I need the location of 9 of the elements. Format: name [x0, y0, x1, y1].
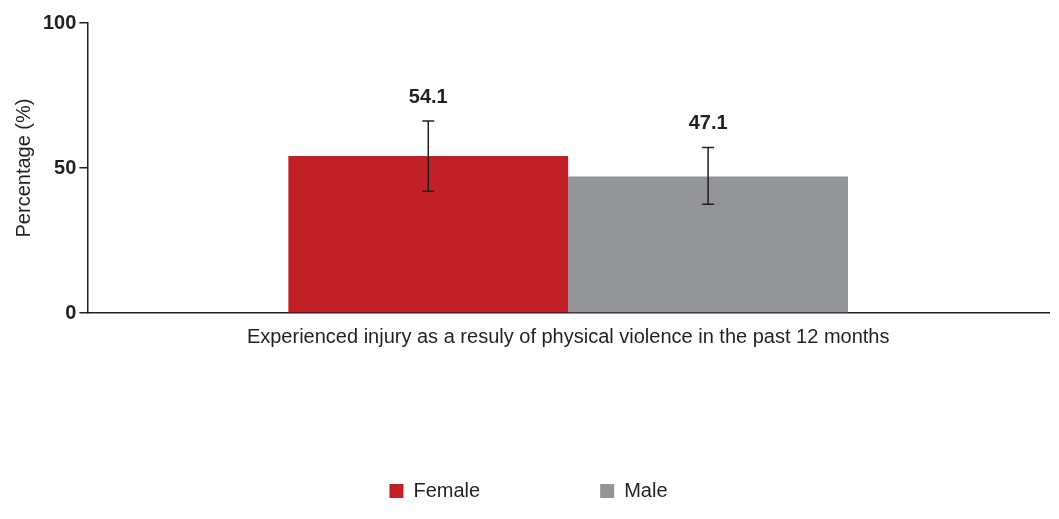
- legend-label: Male: [624, 478, 668, 501]
- legend-label: Female: [413, 478, 481, 501]
- data-label: 47.1: [688, 110, 728, 133]
- y-tick-label: 0: [65, 300, 77, 323]
- x-tick-label: Experienced injury as a resuly of physical violence in the past 12 months: [246, 324, 890, 347]
- data-label: 54.1: [408, 84, 448, 107]
- y-tick-label: 100: [42, 10, 77, 33]
- y-axis-title: Percentage (%): [11, 98, 34, 238]
- y-tick-label: 50: [54, 155, 77, 178]
